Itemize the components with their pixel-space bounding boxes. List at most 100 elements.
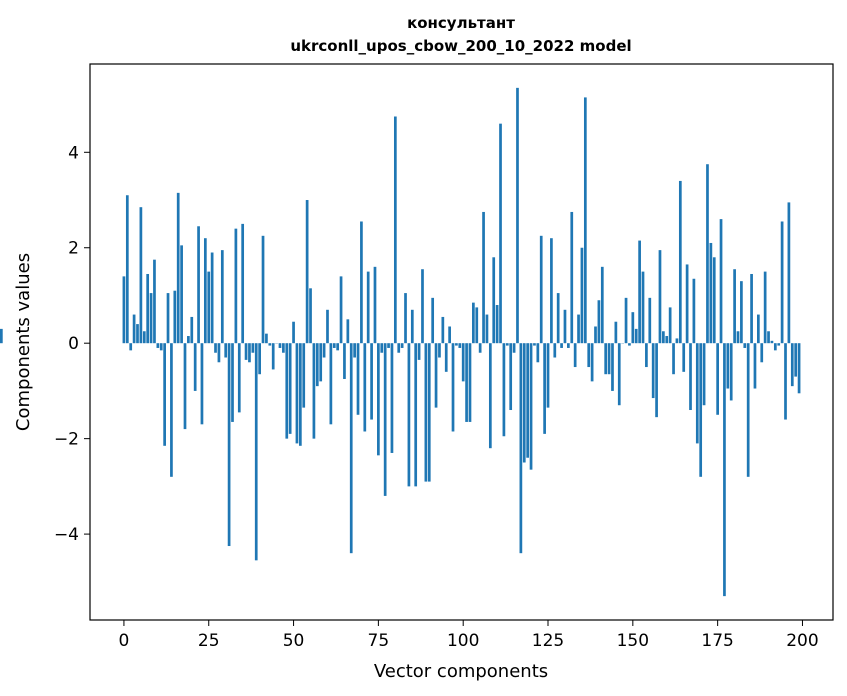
bar	[380, 343, 384, 353]
bar	[624, 297, 628, 344]
bar	[227, 343, 231, 547]
bar	[499, 123, 502, 344]
bar	[271, 343, 275, 370]
bar	[753, 343, 757, 389]
bar	[170, 343, 173, 477]
bar	[573, 343, 577, 368]
bar	[265, 333, 268, 344]
bar	[767, 331, 770, 344]
bar	[702, 343, 706, 406]
bar	[458, 343, 462, 348]
bar	[712, 257, 716, 344]
bar	[220, 250, 224, 344]
bar	[248, 343, 251, 363]
chart-title: консультант	[407, 14, 515, 32]
bar	[315, 343, 319, 387]
bar	[400, 343, 404, 348]
bar	[129, 343, 133, 351]
bar	[404, 293, 407, 344]
bar	[682, 343, 686, 372]
bar	[159, 343, 163, 351]
bar	[597, 300, 601, 344]
bar	[502, 343, 506, 437]
bar	[685, 264, 689, 344]
bar	[780, 221, 784, 344]
bar	[539, 235, 543, 344]
bar	[322, 343, 326, 358]
bar	[434, 343, 438, 408]
bar	[261, 235, 265, 344]
bar	[254, 343, 258, 561]
x-tick-label: 150	[617, 631, 649, 651]
bar	[153, 259, 156, 344]
bar	[723, 343, 726, 597]
x-axis-label: Vector components	[374, 661, 548, 682]
bar	[278, 343, 282, 348]
bar	[787, 202, 791, 344]
bar	[217, 343, 221, 363]
bar	[505, 343, 509, 346]
bar	[522, 343, 526, 463]
bar	[268, 343, 272, 346]
bar	[512, 343, 516, 353]
bar	[777, 343, 781, 346]
bar	[492, 257, 496, 344]
y-tick-label: 0	[68, 334, 79, 354]
bar	[719, 219, 723, 344]
bar	[658, 250, 662, 344]
bar	[560, 343, 563, 348]
bar	[668, 307, 672, 344]
bar	[339, 276, 343, 344]
bar	[733, 269, 736, 344]
bar	[451, 343, 455, 432]
x-tick-label: 0	[119, 631, 130, 651]
bar	[292, 321, 295, 344]
bar	[740, 281, 743, 344]
bar	[475, 307, 479, 344]
bar	[641, 271, 645, 344]
bar	[648, 297, 652, 344]
bar	[285, 343, 289, 439]
x-tick-label: 100	[447, 631, 479, 651]
bar	[794, 343, 798, 377]
bar	[146, 273, 150, 344]
bar	[546, 343, 550, 408]
bar	[533, 343, 536, 346]
bar	[393, 116, 397, 344]
bar	[343, 343, 346, 379]
bar	[729, 343, 733, 401]
bar	[672, 343, 675, 375]
bar	[478, 343, 482, 353]
bar	[332, 343, 336, 348]
bar	[397, 343, 401, 353]
bar	[370, 343, 373, 420]
bar	[526, 343, 530, 458]
bar	[197, 226, 200, 344]
bar	[210, 252, 214, 344]
bar	[577, 314, 580, 344]
bar	[770, 340, 774, 344]
bar	[594, 326, 597, 344]
bar	[695, 343, 699, 444]
bar	[305, 200, 309, 344]
bar	[231, 343, 234, 422]
bar	[363, 343, 367, 432]
x-tick-label: 50	[283, 631, 305, 651]
bar	[675, 338, 679, 344]
bar	[760, 343, 764, 363]
bar	[488, 343, 492, 449]
bar	[455, 343, 458, 346]
bar	[797, 343, 801, 394]
bar	[614, 321, 618, 344]
bar	[166, 293, 170, 344]
y-axis-ticks: −4 −2 0 2 4	[54, 143, 90, 545]
bar	[251, 343, 255, 353]
chart-subtitle: ukrconll_upos_cbow_200_10_2022 model	[290, 37, 631, 55]
bar	[244, 343, 248, 360]
bar	[645, 343, 648, 368]
bar	[356, 343, 360, 415]
bar	[237, 343, 241, 413]
bar	[444, 343, 448, 372]
bar	[387, 343, 390, 348]
bar	[407, 343, 411, 487]
